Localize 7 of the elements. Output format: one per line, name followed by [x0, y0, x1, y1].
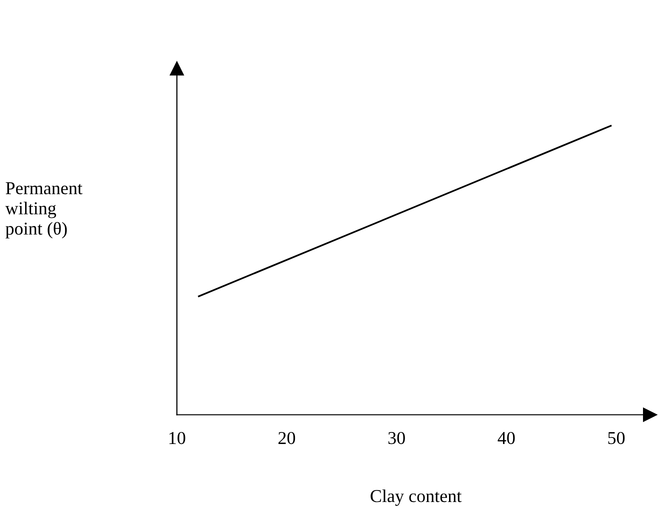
y-axis-title: Permanent wilting point (θ)	[5, 182, 82, 238]
x-tick-label: 20	[278, 432, 296, 444]
x-tick-label: 40	[498, 432, 515, 444]
x-tick-label: 10	[169, 432, 186, 444]
x-tick-label: 50	[608, 432, 625, 444]
x-tick-label: 30	[388, 432, 405, 444]
x-axis-title: Clay content	[370, 489, 462, 506]
